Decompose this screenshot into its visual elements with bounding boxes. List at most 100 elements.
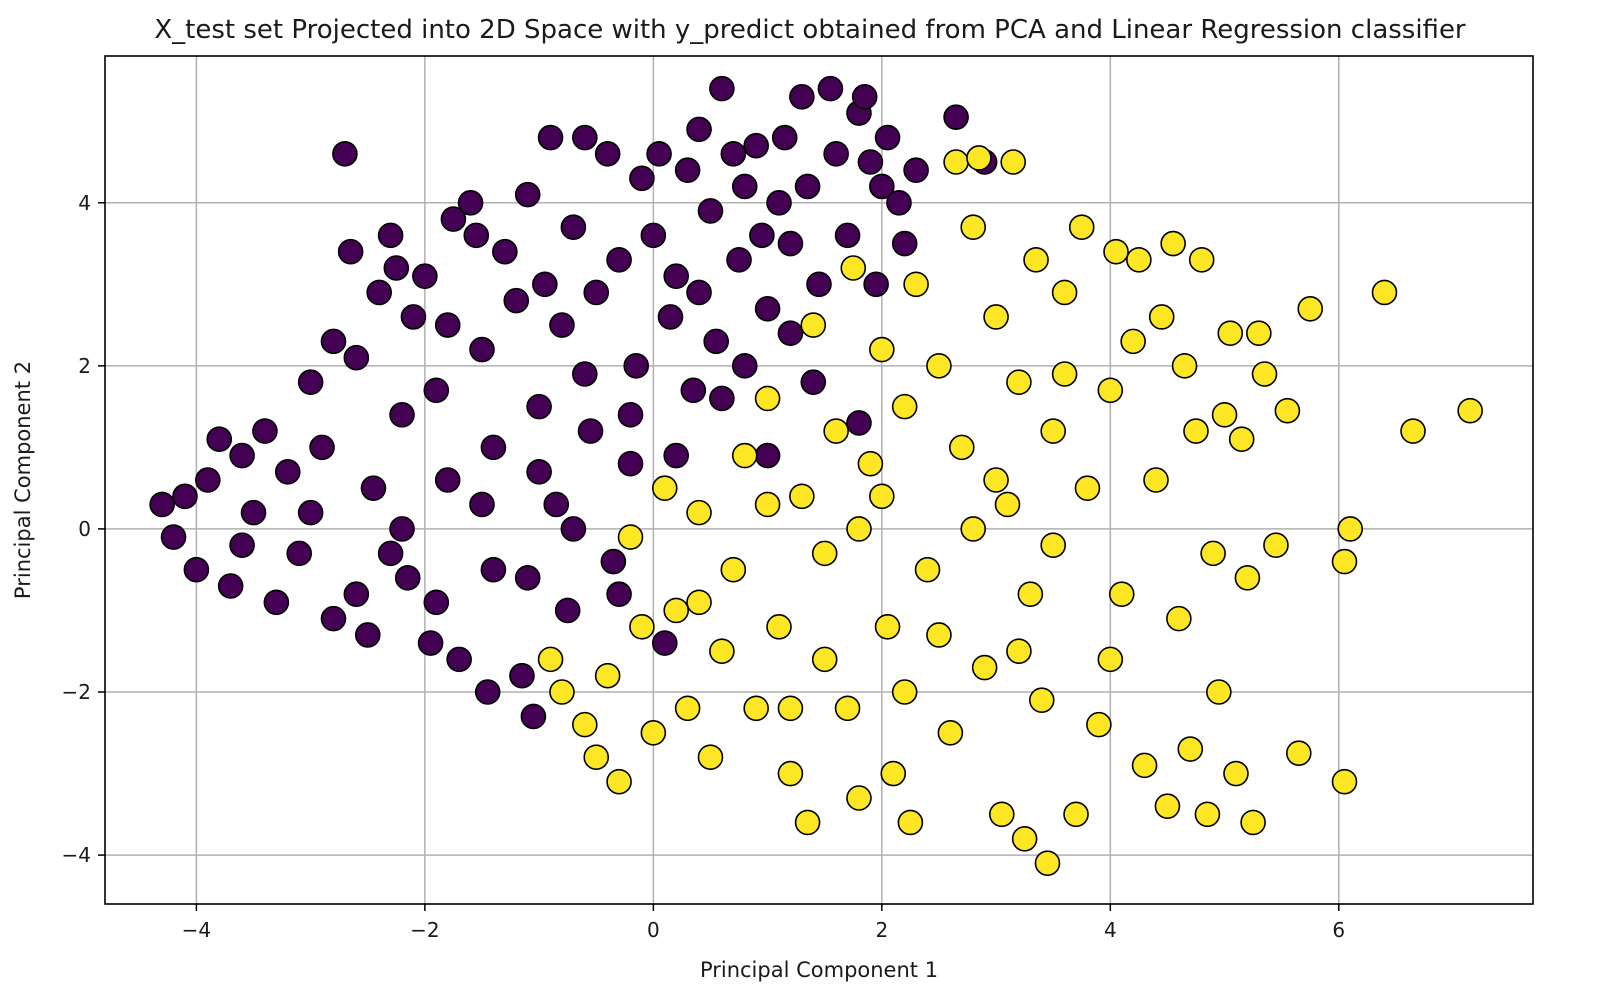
data-point [651, 630, 678, 656]
data-point [514, 565, 541, 591]
data-point [1126, 247, 1152, 273]
data-point [754, 295, 781, 322]
data-point [1103, 238, 1129, 265]
data-point [1097, 646, 1124, 673]
data-point [1457, 397, 1483, 424]
data-point [360, 475, 387, 501]
data-point [1188, 247, 1215, 273]
data-point [417, 630, 444, 656]
data-point [149, 491, 175, 518]
data-point [777, 760, 804, 787]
x-tick-label: −2 [410, 918, 439, 942]
data-point [1211, 401, 1238, 428]
data-point [709, 75, 735, 102]
data-point [663, 597, 690, 624]
data-point [1000, 149, 1027, 175]
data-point [869, 173, 895, 200]
data-point [480, 556, 507, 583]
data-point [806, 271, 832, 298]
data-point [794, 809, 821, 836]
data-point [897, 809, 924, 836]
data-point [549, 679, 575, 705]
data-point [743, 132, 769, 159]
x-tick-label: −4 [182, 918, 211, 942]
data-point [731, 173, 758, 200]
data-point [532, 271, 558, 298]
data-point [817, 75, 844, 102]
data-point [1177, 736, 1204, 762]
data-point [509, 662, 535, 689]
data-point [903, 157, 929, 183]
data-point [1194, 801, 1221, 828]
data-point [423, 377, 450, 404]
data-point [377, 222, 404, 249]
data-point [1086, 711, 1112, 738]
data-point [412, 263, 438, 289]
data-point [960, 516, 987, 542]
data-point [846, 516, 872, 542]
data-point [789, 483, 815, 510]
data-point [1108, 581, 1135, 607]
data-point [1400, 418, 1426, 444]
y-tick-label: −4 [62, 843, 91, 867]
data-point [943, 104, 969, 130]
data-point [703, 328, 729, 355]
data-point [543, 491, 570, 518]
data-point [869, 483, 895, 510]
data-point [657, 304, 684, 330]
data-point [766, 189, 792, 216]
data-point [754, 442, 781, 469]
data-point [766, 613, 792, 640]
data-point [389, 516, 415, 542]
data-point [377, 540, 404, 567]
data-point [674, 157, 701, 183]
data-point [857, 450, 884, 477]
data-point [1006, 369, 1032, 395]
data-point [720, 556, 747, 583]
y-tick-label: 0 [78, 517, 91, 541]
data-point [617, 524, 644, 550]
data-point [983, 304, 1009, 330]
y-tick-label: 4 [78, 191, 91, 215]
data-point [434, 467, 461, 493]
x-tick-label: 4 [1104, 918, 1117, 942]
data-point [1051, 361, 1078, 387]
data-point [195, 467, 221, 493]
data-point [1331, 768, 1358, 795]
data-point [217, 573, 244, 599]
data-point [1131, 752, 1158, 779]
data-point [463, 222, 490, 249]
data-point [1286, 740, 1312, 766]
x-tick-label: 2 [875, 918, 888, 942]
data-point [469, 491, 495, 518]
data-point [480, 434, 507, 461]
data-point [1217, 320, 1244, 347]
data-point [617, 450, 644, 477]
data-point [697, 744, 724, 771]
data-point [446, 646, 472, 673]
data-point [834, 222, 861, 249]
data-point [572, 711, 598, 738]
data-point [1051, 279, 1078, 306]
data-point [903, 271, 929, 298]
data-point [994, 491, 1021, 518]
data-point [874, 124, 901, 151]
data-point [183, 556, 210, 583]
data-point [709, 638, 735, 665]
data-point [640, 222, 667, 249]
data-point [846, 410, 872, 436]
data-point [206, 426, 233, 453]
data-point [434, 312, 461, 338]
data-point [554, 597, 581, 624]
data-point [229, 532, 255, 559]
data-point [594, 141, 621, 167]
data-point [777, 695, 804, 722]
data-point [594, 662, 621, 689]
data-point [794, 173, 821, 200]
data-point [354, 622, 381, 648]
data-point [320, 328, 347, 355]
data-point [400, 304, 427, 330]
data-point [680, 377, 707, 404]
data-point [811, 540, 838, 567]
